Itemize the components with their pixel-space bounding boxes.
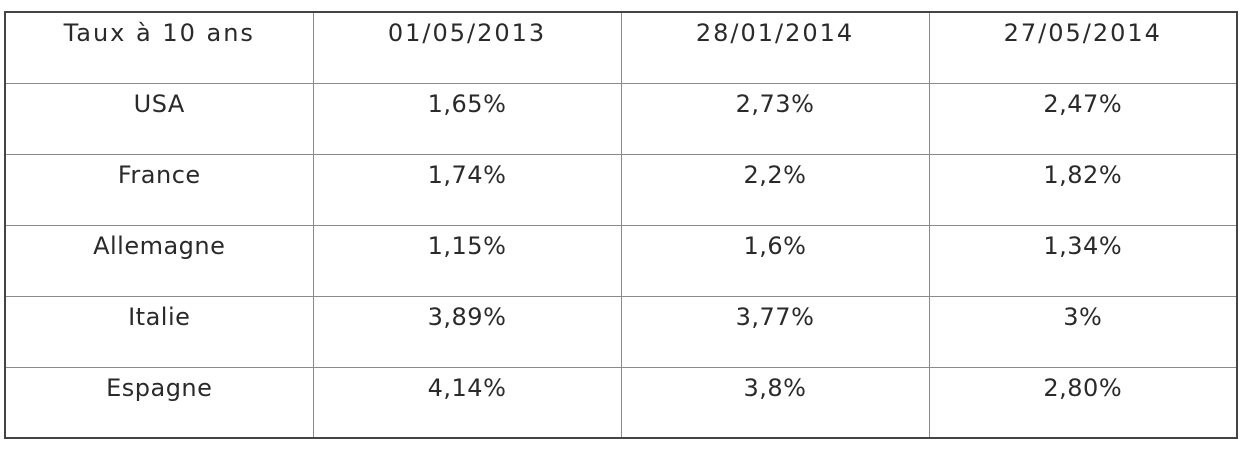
rate-cell: 1,34% (928, 224, 1238, 297)
rate-cell: 1,6% (620, 224, 930, 297)
data-row: Espagne 4,14% 3,8% 2,80% (4, 366, 1238, 439)
country-cell: USA (4, 82, 314, 155)
header-cell: 01/05/2013 (312, 11, 622, 84)
rate-cell: 3,89% (312, 295, 622, 368)
rate-cell: 1,15% (312, 224, 622, 297)
rate-cell: 2,2% (620, 153, 930, 226)
rates-table: Taux à 10 ans 01/05/2013 28/01/2014 27/05/2… (4, 11, 1238, 439)
rate-cell: 2,80% (928, 366, 1238, 439)
data-row: USA 1,65% 2,73% 2,47% (4, 82, 1238, 155)
rate-cell: 1,65% (312, 82, 622, 155)
rate-cell: 3% (928, 295, 1238, 368)
rate-cell: 2,73% (620, 82, 930, 155)
rate-cell: 3,8% (620, 366, 930, 439)
rate-cell: 1,74% (312, 153, 622, 226)
country-cell: Italie (4, 295, 314, 368)
country-cell: Allemagne (4, 224, 314, 297)
header-row: Taux à 10 ans 01/05/2013 28/01/2014 27/05/2… (4, 11, 1238, 84)
country-cell: Espagne (4, 366, 314, 439)
data-row: France 1,74% 2,2% 1,82% (4, 153, 1238, 226)
data-row: Italie 3,89% 3,77% 3% (4, 295, 1238, 368)
header-cell: 27/05/2014 (928, 11, 1238, 84)
rate-cell: 3,77% (620, 295, 930, 368)
table-body: Taux à 10 ans 01/05/2013 28/01/2014 27/05/2… (4, 11, 1238, 439)
country-cell: France (4, 153, 314, 226)
rate-cell: 4,14% (312, 366, 622, 439)
data-row: Allemagne 1,15% 1,6% 1,34% (4, 224, 1238, 297)
rate-cell: 2,47% (928, 82, 1238, 155)
header-cell: Taux à 10 ans (4, 11, 314, 84)
rate-cell: 1,82% (928, 153, 1238, 226)
header-cell: 28/01/2014 (620, 11, 930, 84)
